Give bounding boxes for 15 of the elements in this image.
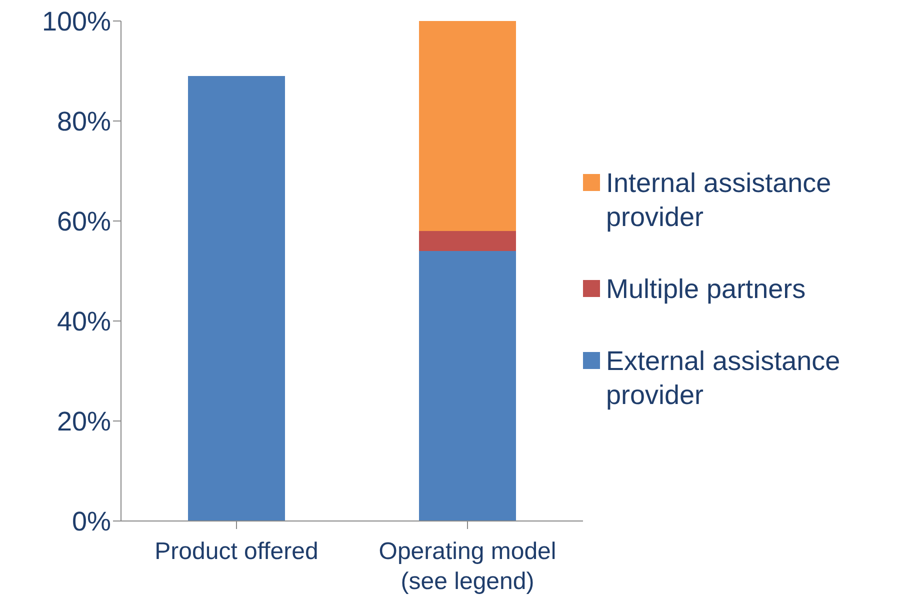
legend-label: Internal assistance provider	[606, 167, 832, 234]
y-tick-label: 0%	[72, 506, 111, 537]
y-tick-label: 80%	[56, 106, 111, 137]
legend-label: Multiple partners	[606, 273, 806, 306]
bar	[419, 251, 516, 521]
legend-label: External assistance provider	[606, 345, 842, 412]
x-tick-label: Product offered	[154, 538, 318, 565]
y-tick-label: 20%	[56, 406, 111, 437]
y-tick-label: 100%	[42, 6, 111, 37]
y-tick-label: 40%	[56, 306, 111, 337]
x-tick-label: Operating model (see legend)	[378, 538, 556, 595]
bar	[188, 76, 285, 521]
bar	[419, 231, 516, 251]
y-tick-label: 60%	[56, 206, 111, 237]
bar	[419, 21, 516, 231]
